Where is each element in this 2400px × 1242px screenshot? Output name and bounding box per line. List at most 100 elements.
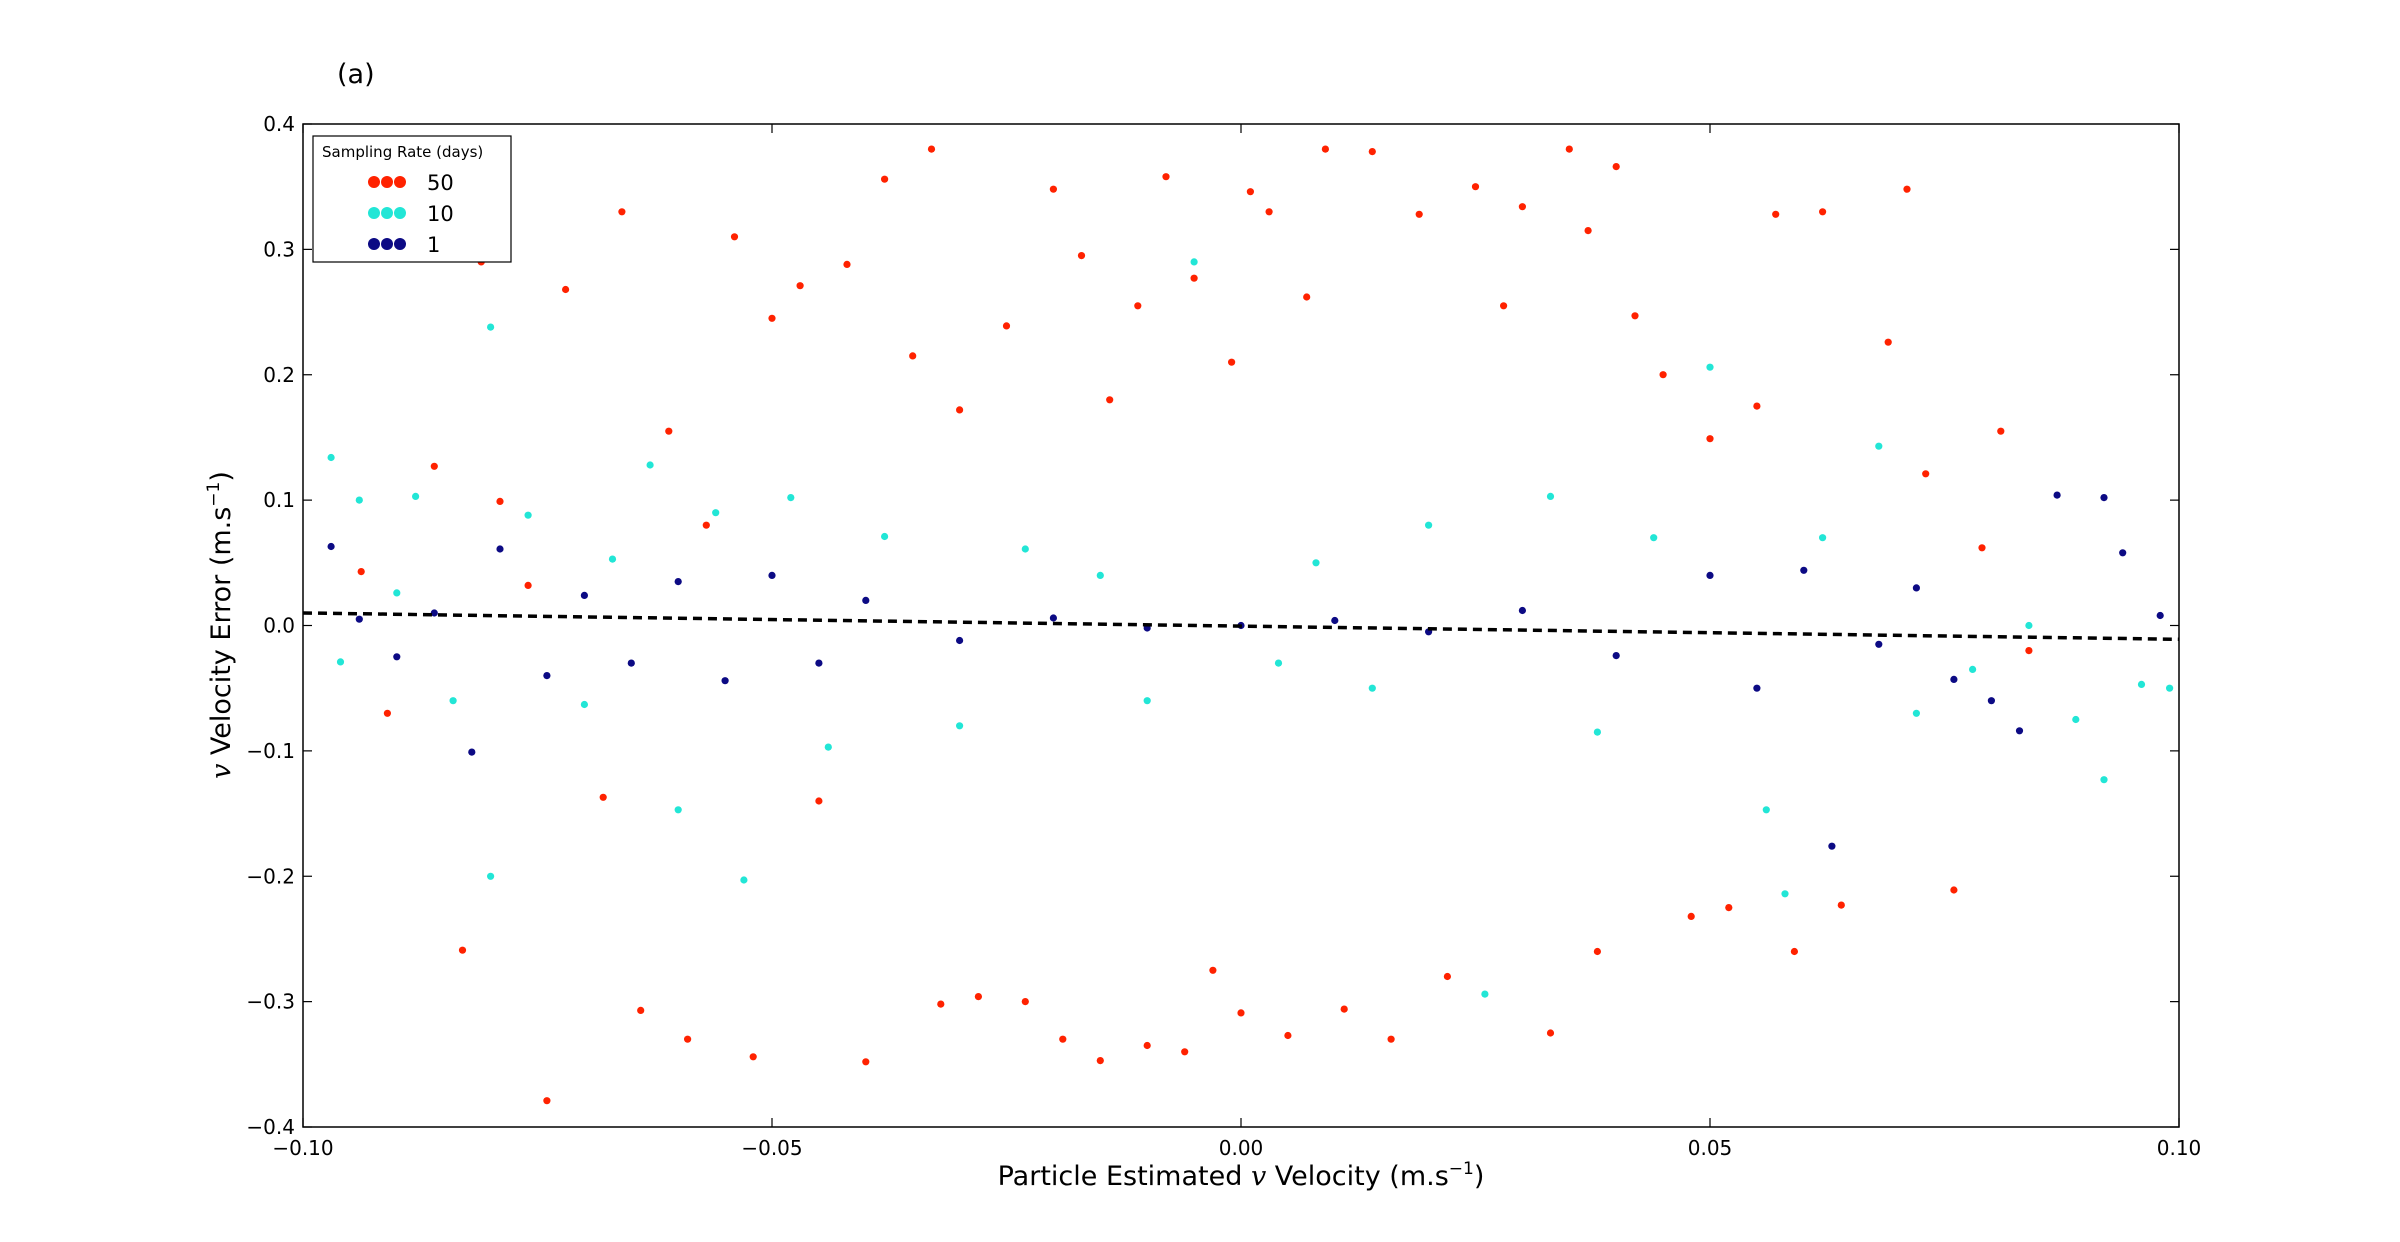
legend-marker — [381, 176, 393, 188]
point-50 — [1368, 148, 1376, 156]
point-1 — [1518, 606, 1526, 615]
y-tick-label: −0.2 — [246, 864, 295, 888]
legend-marker — [394, 207, 406, 219]
point-10 — [1190, 258, 1198, 266]
point-50 — [1284, 1031, 1292, 1040]
series-50 — [357, 145, 2033, 1105]
point-10 — [2025, 621, 2033, 630]
point-50 — [1546, 1029, 1555, 1037]
point-50 — [383, 709, 391, 717]
point-50 — [1593, 947, 1601, 956]
point-10 — [393, 589, 401, 597]
point-50 — [1903, 185, 1911, 193]
point-1 — [674, 578, 682, 586]
legend-entries: 50 10 1 — [368, 171, 454, 257]
point-50 — [599, 793, 607, 801]
point-50 — [1471, 183, 1480, 191]
point-50 — [1049, 185, 1057, 193]
point-50 — [1884, 338, 1892, 346]
legend-marker — [368, 207, 380, 219]
point-1 — [862, 596, 870, 605]
legend-title: Sampling Rate (days) — [322, 143, 483, 161]
point-10 — [712, 509, 720, 517]
point-10 — [1368, 684, 1376, 692]
legend-label: 10 — [427, 202, 454, 226]
point-50 — [562, 285, 570, 294]
point-1 — [2156, 611, 2164, 620]
point-50 — [937, 1000, 945, 1008]
point-10 — [1021, 545, 1029, 553]
point-10 — [881, 532, 889, 541]
point-10 — [1650, 534, 1658, 542]
point-10 — [2137, 680, 2146, 689]
point-10 — [2166, 684, 2174, 692]
point-50 — [1190, 274, 1198, 282]
point-10 — [1143, 697, 1151, 705]
point-50 — [1134, 302, 1142, 310]
point-10 — [1912, 709, 1920, 717]
point-50 — [1706, 435, 1714, 443]
y-tick-label: 0.0 — [263, 614, 295, 638]
point-50 — [1415, 210, 1423, 218]
point-10 — [1312, 559, 1320, 567]
point-50 — [1002, 322, 1011, 330]
point-50 — [974, 993, 983, 1001]
point-10 — [580, 700, 589, 709]
point-50 — [1209, 966, 1217, 974]
legend: Sampling Rate (days) 50 10 1 — [312, 135, 512, 263]
point-50 — [881, 175, 889, 183]
point-1 — [543, 672, 551, 680]
point-50 — [1387, 1035, 1395, 1043]
x-axis-label: Particle Estimated v Velocity (m.s−1) — [998, 1159, 1485, 1192]
point-1 — [1987, 697, 1995, 705]
point-10 — [608, 555, 617, 563]
legend-label: 1 — [427, 233, 440, 257]
point-10 — [1969, 665, 1977, 674]
point-50 — [815, 797, 823, 805]
point-50 — [1143, 1041, 1151, 1050]
point-50 — [1500, 302, 1508, 310]
point-1 — [327, 542, 335, 551]
point-50 — [1612, 163, 1620, 171]
legend-marker — [381, 238, 393, 250]
point-1 — [393, 653, 401, 661]
point-50 — [909, 352, 917, 360]
point-50 — [1978, 544, 1986, 552]
point-50 — [665, 427, 673, 435]
point-1 — [956, 636, 964, 645]
series-10 — [327, 258, 2174, 998]
legend-entry-1: 1 — [368, 233, 440, 257]
panel-label: (a) — [337, 59, 375, 90]
point-10 — [740, 876, 748, 884]
point-10 — [1781, 890, 1789, 898]
x-tick-label: −0.10 — [272, 1136, 333, 1160]
point-50 — [702, 521, 710, 529]
point-10 — [1762, 806, 1770, 814]
point-50 — [357, 568, 365, 576]
legend-entry-50: 50 — [368, 171, 454, 195]
point-10 — [1425, 521, 1433, 529]
point-1 — [468, 748, 476, 756]
y-tick-label: 0.4 — [263, 112, 295, 136]
point-1 — [2119, 549, 2127, 557]
y-tick-label: 0.1 — [263, 488, 295, 512]
series-1 — [327, 491, 2164, 850]
point-1 — [430, 609, 438, 617]
fit-line — [303, 611, 2179, 642]
point-10 — [336, 658, 345, 666]
point-50 — [2025, 647, 2033, 655]
point-50 — [1106, 396, 1114, 404]
point-50 — [1059, 1035, 1067, 1043]
point-10 — [2072, 715, 2080, 724]
point-50 — [1819, 208, 1827, 216]
point-50 — [796, 282, 804, 290]
point-50 — [543, 1097, 551, 1105]
point-1 — [1912, 584, 1920, 592]
point-50 — [1265, 208, 1273, 216]
legend-box — [312, 135, 512, 263]
point-10 — [1875, 442, 1883, 450]
point-1 — [1753, 684, 1761, 692]
point-1 — [2100, 494, 2108, 502]
point-50 — [1790, 947, 1798, 956]
point-10 — [1096, 571, 1104, 580]
